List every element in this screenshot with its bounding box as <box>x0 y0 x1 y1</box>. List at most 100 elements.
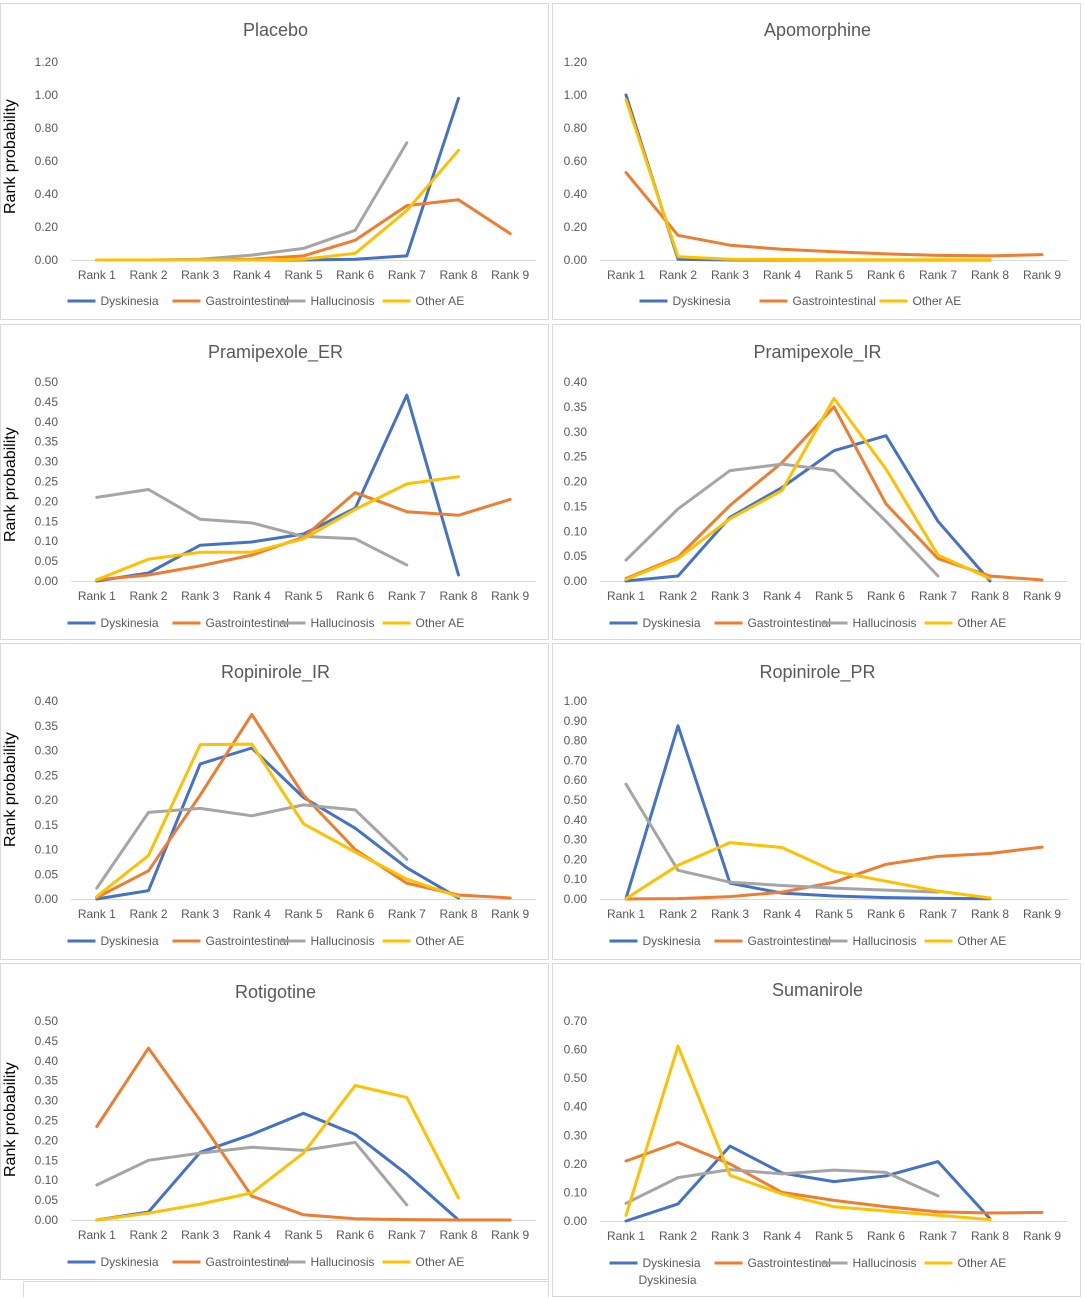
y-tick-label: 0.20 <box>35 220 59 234</box>
chart-svg: Rotigotine 0.00 0.05 0.10 0.15 0.20 0.25 0.30 0.… <box>35 982 536 1269</box>
legend-item-other-ae: Other AE <box>924 934 1007 948</box>
chart-svg: Placebo 0.00 0.20 0.40 0.60 0.80 1.00 1.20 Rank … <box>35 20 536 308</box>
legend-item-dyskinesia: Dyskinesia <box>67 934 159 948</box>
series-line-dyskinesia <box>624 1144 992 1223</box>
y-tick-label: 0.70 <box>564 1014 588 1028</box>
chart-panel-pramipexole-er: Rank probability Pramipexole_ER 0.00 0.05 0… <box>0 324 549 640</box>
x-tick-label: Rank 8 <box>971 589 1009 603</box>
y-tick-label: 0.50 <box>564 1071 588 1085</box>
y-tick-label: 0.05 <box>35 554 59 568</box>
x-tick-label: Rank 1 <box>78 1228 116 1242</box>
y-tick-label: 0.50 <box>35 375 59 389</box>
x-tick-label: Rank 7 <box>388 268 426 282</box>
legend-item-dyskinesia: Dyskinesia <box>609 934 701 948</box>
legend-item-dyskinesia: Dyskinesia <box>639 294 731 308</box>
x-tick-label: Rank 3 <box>711 907 749 921</box>
series-line-hallucinosis <box>95 141 409 262</box>
legend-item-gastrointestinal: Gastrointestinal <box>172 1255 289 1269</box>
y-tick-label: 0.20 <box>35 1133 59 1147</box>
x-tick-label: Rank 8 <box>439 589 477 603</box>
legend-label: Dyskinesia <box>643 1256 701 1270</box>
legend-extra-label: Dyskinesia <box>639 1273 697 1287</box>
y-tick-label: 0.40 <box>564 187 588 201</box>
x-tick-label: Rank 1 <box>78 589 116 603</box>
x-tick-label: Rank 4 <box>763 907 801 921</box>
legend-label: Dyskinesia <box>673 294 731 308</box>
y-tick-label: 0.60 <box>564 1043 588 1057</box>
y-tick-label: 0.60 <box>564 773 588 787</box>
series-line-other-ae <box>95 1084 460 1222</box>
x-tick-label: Rank 7 <box>388 589 426 603</box>
legend-label: Other AE <box>958 934 1007 948</box>
y-tick-label: 0.30 <box>564 833 588 847</box>
y-tick-label: 0.35 <box>35 719 59 733</box>
chart-panel-pramipexole-ir: Pramipexole_IR 0.00 0.05 0.10 0.15 0.20 0.25 0.… <box>552 324 1081 640</box>
y-tick-label: 0.80 <box>35 121 59 135</box>
y-tick-label: 0.25 <box>35 475 59 489</box>
legend-label: Dyskinesia <box>643 616 701 630</box>
y-tick-label: 0.50 <box>35 1014 59 1028</box>
y-tick-label: 0.35 <box>564 400 588 414</box>
legend-item-hallucinosis: Hallucinosis <box>277 616 375 630</box>
x-tick-label: Rank 1 <box>607 268 645 282</box>
legend-item-gastrointestinal: Gastrointestinal <box>714 616 831 630</box>
legend-label: Gastrointestinal <box>206 616 289 630</box>
y-tick-label: 0.00 <box>35 1213 59 1227</box>
series-line-dyskinesia <box>95 1111 460 1222</box>
x-tick-label: Rank 8 <box>971 268 1009 282</box>
y-tick-label: 0.10 <box>35 1173 59 1187</box>
y-tick-label: 0.20 <box>35 793 59 807</box>
legend-label: Hallucinosis <box>311 616 375 630</box>
legend-label: Other AE <box>913 294 962 308</box>
chart-panel-placebo: Rank probability Placebo 0.00 0.20 0.40 0.60… <box>0 3 549 320</box>
chart-panel-ropinirole-ir: Rank probability Ropinirole_IR 0.00 0.05 0.… <box>0 643 549 960</box>
legend-label: Dyskinesia <box>101 294 159 308</box>
legend-item-other-ae: Other AE <box>924 616 1006 630</box>
x-tick-label: Rank 1 <box>607 1229 645 1243</box>
x-tick-label: Rank 4 <box>763 1229 801 1243</box>
x-tick-label: Rank 8 <box>439 1228 477 1242</box>
legend-item-dyskinesia: Dyskinesia <box>67 294 159 308</box>
x-tick-label: Rank 6 <box>867 589 905 603</box>
y-tick-label: 0.10 <box>35 534 59 548</box>
x-tick-label: Rank 1 <box>607 589 645 603</box>
y-tick-label: 0.15 <box>35 818 59 832</box>
legend-label: Gastrointestinal <box>748 616 831 630</box>
x-tick-label: Rank 2 <box>129 589 167 603</box>
y-tick-label: 1.00 <box>35 88 59 102</box>
x-tick-label: Rank 9 <box>491 268 529 282</box>
y-tick-label: 0.30 <box>564 1128 588 1142</box>
x-tick-label: Rank 5 <box>284 268 322 282</box>
series-line-gastrointestinal <box>95 1046 512 1222</box>
y-tick-label: 0.70 <box>564 753 588 767</box>
y-tick-label: 0.15 <box>564 499 588 513</box>
chart-panel-apomorphine: Apomorphine 0.00 0.20 0.40 0.60 0.80 1.00 1.20 R… <box>552 3 1081 320</box>
y-tick-label: 0.35 <box>35 435 59 449</box>
x-tick-label: Rank 7 <box>919 268 957 282</box>
y-tick-label: 0.35 <box>35 1074 59 1088</box>
x-tick-label: Rank 3 <box>181 268 219 282</box>
legend-item-hallucinosis: Hallucinosis <box>819 1256 917 1270</box>
legend-item-other-ae: Other AE <box>382 294 465 308</box>
y-tick-label: 0.25 <box>564 450 588 464</box>
x-tick-label: Rank 8 <box>439 268 477 282</box>
legend-label: Gastrointestinal <box>206 1255 289 1269</box>
legend-label: Dyskinesia <box>643 934 701 948</box>
x-tick-label: Rank 3 <box>711 268 749 282</box>
legend-label: Other AE <box>416 294 465 308</box>
y-tick-label: 0.40 <box>564 813 588 827</box>
y-tick-label: 0.40 <box>564 1100 588 1114</box>
x-tick-label: Rank 7 <box>388 1228 426 1242</box>
chart-title: Pramipexole_IR <box>753 342 881 363</box>
x-tick-label: Rank 6 <box>336 1228 374 1242</box>
y-tick-label: 1.20 <box>35 55 59 69</box>
series-line-hallucinosis <box>95 1140 409 1207</box>
y-tick-label: 0.00 <box>35 253 59 267</box>
y-tick-label: 0.30 <box>35 744 59 758</box>
y-tick-label: 0.30 <box>35 1094 59 1108</box>
y-tick-label: 0.05 <box>564 549 588 563</box>
y-tick-label: 1.20 <box>564 55 588 69</box>
series-line-gastrointestinal <box>624 405 1044 582</box>
legend-item-dyskinesia: Dyskinesia <box>67 616 159 630</box>
y-tick-label: 0.20 <box>35 494 59 508</box>
